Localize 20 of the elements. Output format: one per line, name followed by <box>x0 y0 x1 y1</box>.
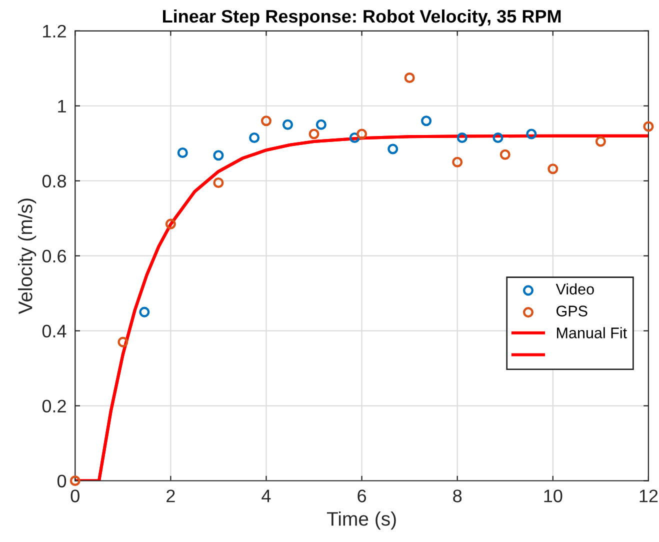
legend-label: Video <box>556 283 594 295</box>
y-tick-label: 0.8 <box>42 174 66 188</box>
x-tick-label: 12 <box>640 490 658 502</box>
y-tick-label: 1 <box>58 100 66 112</box>
x-tick-label: 2 <box>166 490 175 502</box>
y-tick-label: 0.4 <box>42 324 66 338</box>
x-tick-label: 6 <box>358 490 366 502</box>
legend-label: GPS <box>556 306 588 316</box>
legend-label: Manual Fit <box>557 327 627 338</box>
y-tick-label: 0 <box>57 474 66 488</box>
y-tick-label: 1.2 <box>43 24 66 38</box>
y-axis-title: Velocity (m/s) <box>18 198 36 314</box>
x-tick-label: 10 <box>544 490 562 502</box>
x-axis-title: Time (s) <box>326 511 396 530</box>
x-tick-label: 4 <box>262 490 271 502</box>
y-tick-label: 0.6 <box>42 250 66 263</box>
y-tick-label: 0.2 <box>42 400 66 412</box>
x-tick-label: 0 <box>70 490 80 502</box>
chart-title: Linear Step Response: Robot Velocity, 35 RPM <box>163 9 561 26</box>
x-tick-label: 8 <box>453 490 462 502</box>
